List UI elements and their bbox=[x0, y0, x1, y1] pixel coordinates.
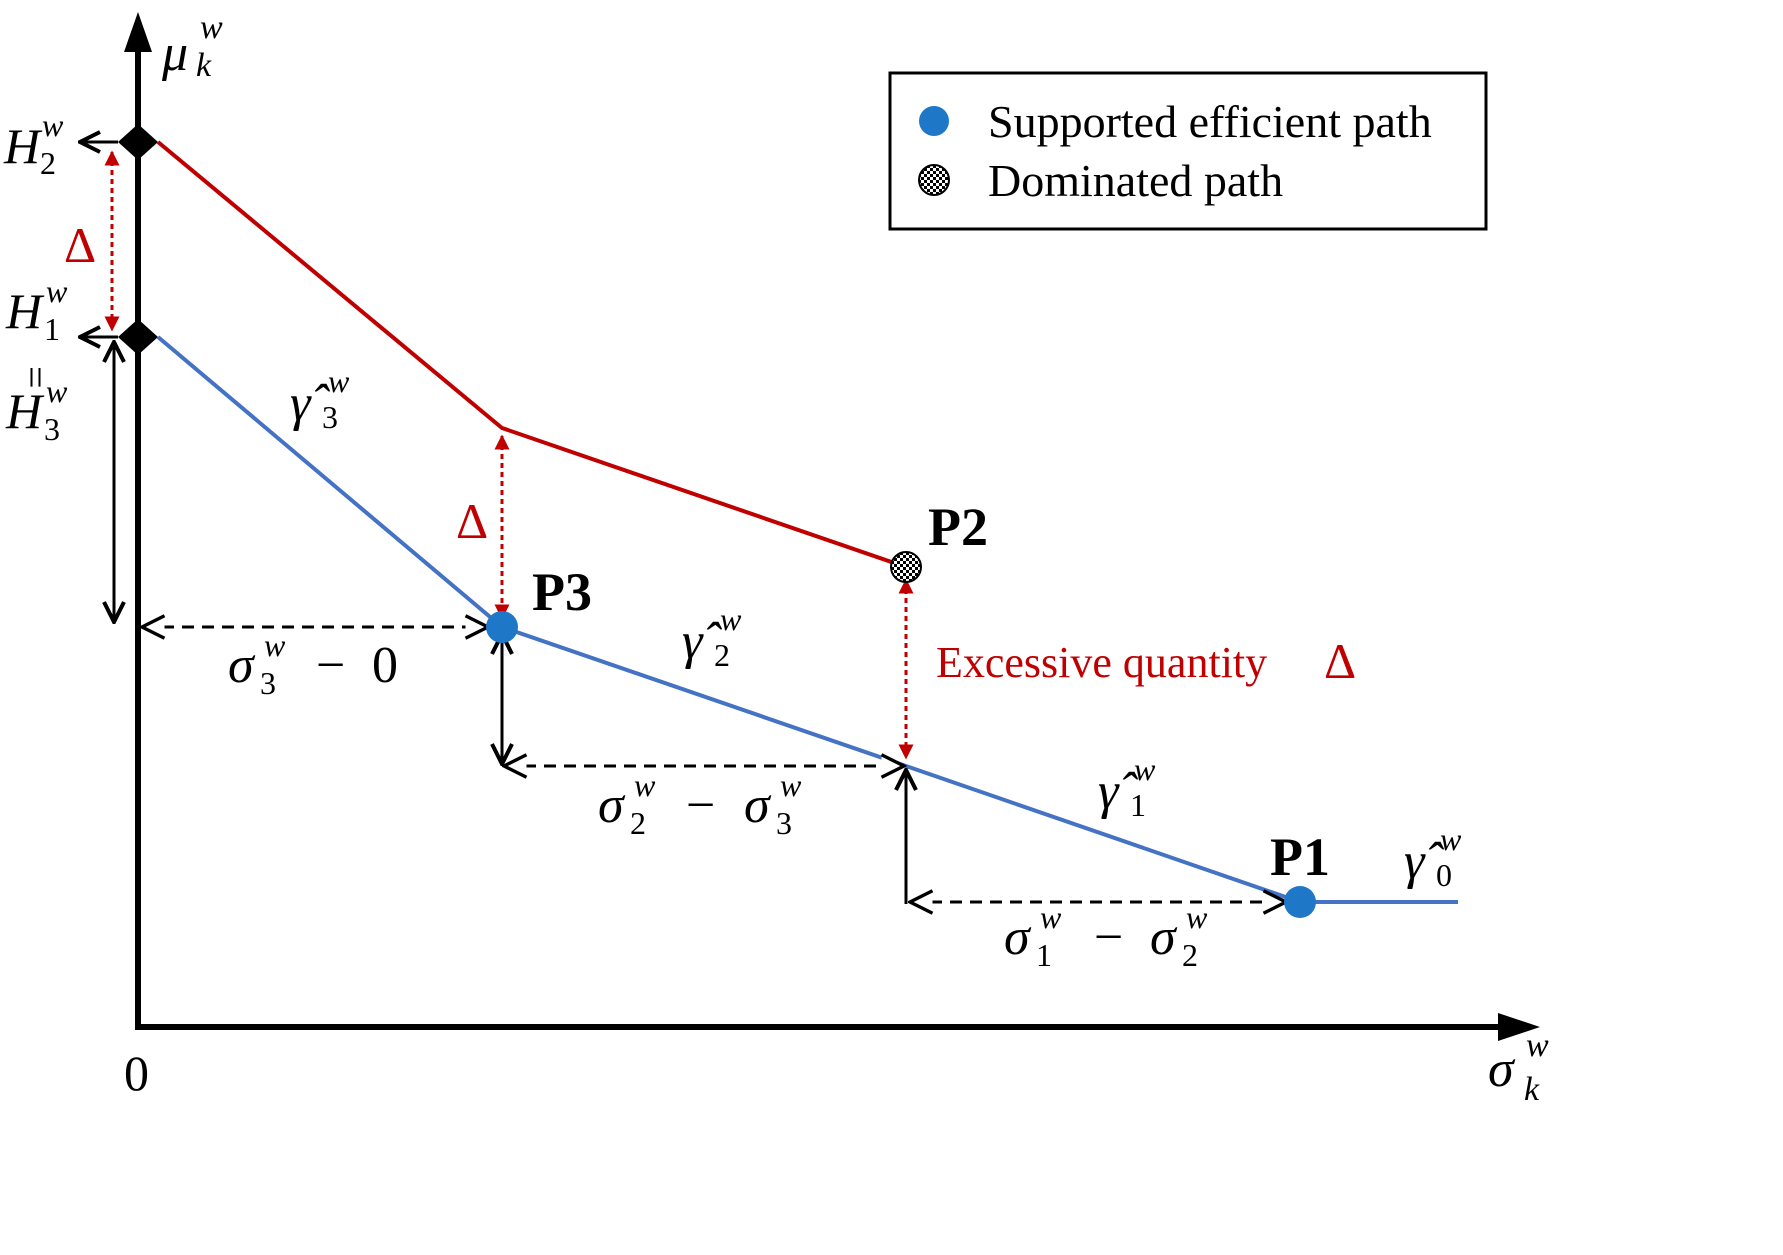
legend-supported-marker bbox=[919, 106, 949, 136]
delta-label-left: Δ bbox=[64, 217, 96, 273]
p1-label: P1 bbox=[1270, 827, 1330, 887]
sigma2-label: σ w 2 − σ w 3 bbox=[598, 767, 802, 841]
efficient-frontier-line bbox=[156, 335, 1458, 904]
svg-text:3: 3 bbox=[322, 399, 338, 435]
svg-text:2: 2 bbox=[630, 805, 646, 841]
svg-text:−: − bbox=[316, 637, 345, 694]
sigma3-label: σ w 3 − 0 bbox=[228, 627, 398, 701]
p2-label: P2 bbox=[928, 497, 988, 557]
gamma0-label: γ̂ w 0 bbox=[1404, 821, 1462, 893]
h2-label-sup: w bbox=[42, 107, 64, 143]
origin-label: 0 bbox=[124, 1045, 149, 1101]
svg-text:0: 0 bbox=[372, 637, 398, 694]
h3-label-sub: 3 bbox=[44, 411, 60, 447]
svg-text:w: w bbox=[1186, 899, 1208, 935]
svg-text:w: w bbox=[720, 601, 742, 637]
h2-diamond bbox=[118, 124, 158, 160]
gamma3-label: γ̂ w 3 bbox=[290, 363, 350, 435]
h1-diamond bbox=[118, 319, 158, 355]
svg-text:σ: σ bbox=[1150, 909, 1178, 966]
axes bbox=[124, 12, 1540, 1041]
gamma1-label: γ̂ w 1 bbox=[1098, 751, 1156, 823]
x-axis-arrowhead bbox=[1498, 1013, 1540, 1041]
gamma2-label: γ̂ w 2 bbox=[682, 601, 742, 673]
legend: Supported efficient path Dominated path bbox=[888, 71, 1488, 231]
svg-text:−: − bbox=[1094, 909, 1123, 966]
p2-point bbox=[890, 551, 922, 583]
svg-text:2: 2 bbox=[1182, 937, 1198, 973]
h3-label-sup: w bbox=[46, 373, 68, 409]
svg-text:3: 3 bbox=[260, 665, 276, 701]
y-axis-label-sub: k bbox=[196, 47, 212, 84]
x-axis-label-sub: k bbox=[1524, 1071, 1540, 1108]
svg-text:3: 3 bbox=[776, 805, 792, 841]
p3-point bbox=[486, 611, 518, 643]
svg-text:−: − bbox=[686, 777, 715, 834]
svg-text:w: w bbox=[1440, 821, 1462, 857]
delta-label-middle: Δ bbox=[456, 493, 488, 549]
h2-label-sub: 2 bbox=[40, 145, 56, 181]
p1-point bbox=[1284, 886, 1316, 918]
svg-text:σ: σ bbox=[1004, 909, 1032, 966]
svg-text:w: w bbox=[264, 627, 286, 663]
svg-text:σ: σ bbox=[228, 637, 256, 694]
h3-label: H bbox=[5, 383, 45, 439]
h2-label: H bbox=[3, 118, 43, 174]
x-axis-label-sup: w bbox=[1526, 1027, 1549, 1064]
legend-box bbox=[888, 71, 1488, 231]
h1-label-sub: 1 bbox=[44, 311, 60, 347]
svg-text:2: 2 bbox=[714, 637, 730, 673]
sigma1-label: σ w 1 − σ w 2 bbox=[1004, 899, 1208, 973]
excessive-quantity-label: Excessive quantity bbox=[936, 638, 1267, 687]
excessive-quantity-symbol: Δ bbox=[1324, 633, 1356, 689]
h-equals: = bbox=[13, 366, 58, 389]
legend-dominated-label: Dominated path bbox=[988, 155, 1283, 206]
h1-label: H bbox=[5, 283, 45, 339]
svg-text:w: w bbox=[634, 767, 656, 803]
y-axis-label-sup: w bbox=[200, 9, 223, 46]
svg-text:1: 1 bbox=[1130, 787, 1146, 823]
svg-text:w: w bbox=[1040, 899, 1062, 935]
svg-text:σ: σ bbox=[598, 777, 626, 834]
legend-supported-label: Supported efficient path bbox=[988, 96, 1432, 147]
y-axis-label: μ bbox=[161, 25, 188, 82]
p3-label: P3 bbox=[532, 562, 592, 622]
h1-label-sup: w bbox=[46, 273, 68, 309]
svg-text:0: 0 bbox=[1436, 857, 1452, 893]
svg-text:1: 1 bbox=[1036, 937, 1052, 973]
svg-text:σ: σ bbox=[744, 777, 772, 834]
x-axis-label: σ bbox=[1488, 1041, 1516, 1098]
svg-text:w: w bbox=[1134, 751, 1156, 787]
y-axis-arrowhead bbox=[124, 12, 152, 52]
svg-text:w: w bbox=[780, 767, 802, 803]
svg-text:w: w bbox=[328, 363, 350, 399]
dominated-path-line bbox=[156, 140, 907, 569]
legend-dominated-marker bbox=[918, 164, 950, 196]
